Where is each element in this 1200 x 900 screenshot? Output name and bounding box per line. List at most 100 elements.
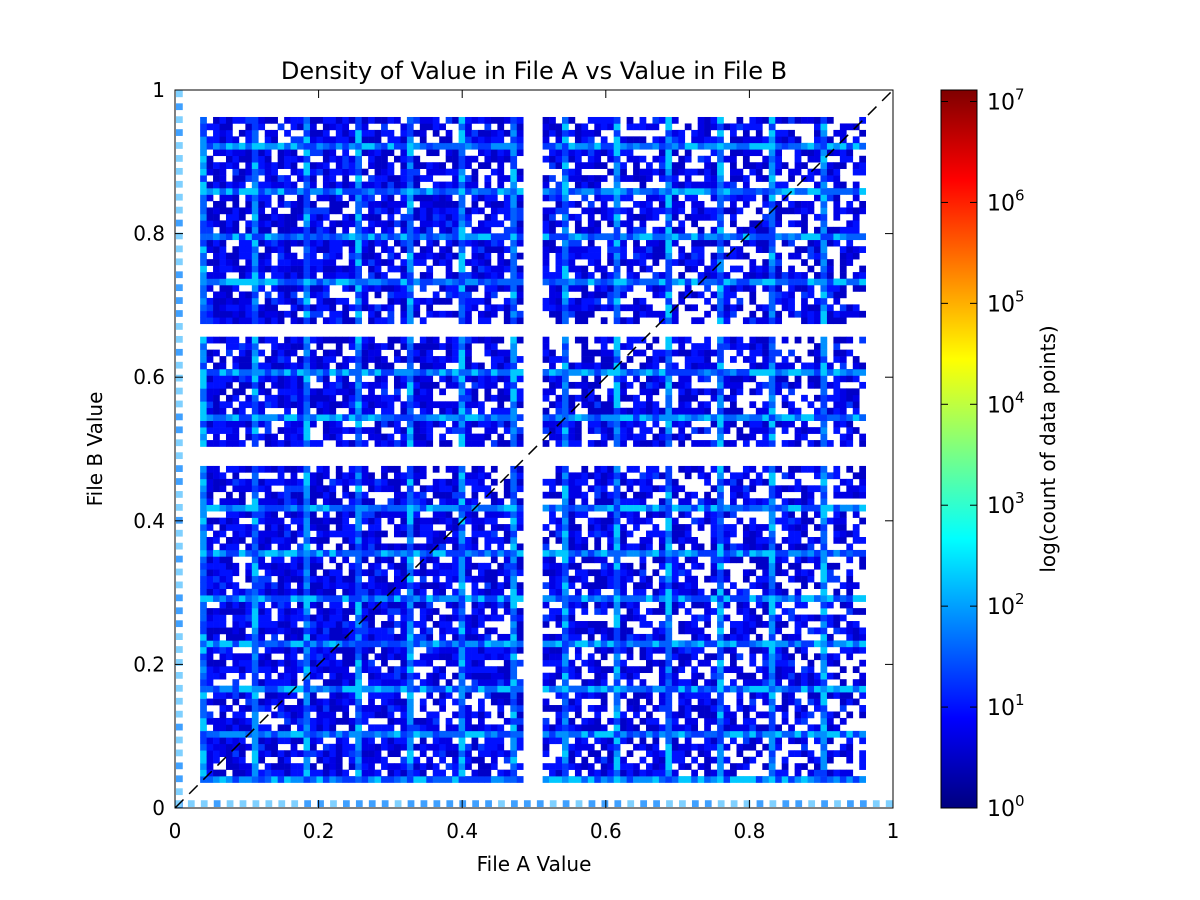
heatmap-cell [413,375,421,383]
heatmap-cell [290,394,298,402]
heatmap-cell [381,692,388,699]
heatmap-cell [613,291,621,299]
heatmap-cell [439,646,446,654]
heatmap-cell [594,420,602,428]
heatmap-cell [497,162,505,169]
heatmap-cell [510,317,518,325]
heatmap-cell [490,116,498,124]
heatmap-cell [251,246,259,253]
heatmap-cell [600,136,608,144]
heatmap-cell [607,349,614,357]
heatmap-cell [251,485,259,493]
heatmap-cell [568,200,576,208]
heatmap-cell [355,207,362,215]
heatmap-cell [303,278,311,286]
heatmap-cell [309,666,317,674]
heatmap-cell [445,252,453,260]
heatmap-cell [361,285,369,292]
heatmap-cell [238,239,246,247]
heatmap-cell [348,763,356,770]
heatmap-cell [322,252,330,260]
heatmap-cell [445,343,453,350]
heatmap-cell [542,504,550,512]
heatmap-cell [562,582,569,590]
heatmap-cell [232,653,240,661]
heatmap-cell [426,433,434,441]
heatmap-cell [219,317,227,325]
heatmap-cell [245,304,253,312]
heatmap-cell [348,162,356,169]
heatmap-cell [620,433,627,441]
heatmap-cell [620,756,627,764]
heatmap-cell [200,640,207,648]
heatmap-cell [251,621,259,628]
heatmap-cell [478,252,485,260]
heatmap-cell [355,414,362,421]
heatmap-cell [251,595,259,602]
heatmap-cell [393,485,401,493]
heatmap-cell [258,608,266,615]
heatmap-cell [355,569,362,577]
heatmap-cell [251,414,259,421]
heatmap-cell [206,220,214,228]
heatmap-cell [413,175,421,182]
heatmap-cell [374,213,382,221]
heatmap-cell [309,317,317,325]
heatmap-cell [322,575,330,583]
heatmap-cell [213,530,220,538]
heatmap-cell [562,698,569,706]
heatmap-cell [387,336,395,344]
heatmap-cell [568,175,576,182]
heatmap-cell [290,672,298,680]
heatmap-cell [368,129,375,137]
heatmap-cell [355,498,362,505]
heatmap-cell [400,498,408,505]
heatmap-cell [335,420,343,428]
heatmap-cell [432,666,440,674]
heatmap-cell [297,659,304,667]
heatmap-cell [620,692,627,699]
heatmap-cell [490,200,498,208]
heatmap-cell [284,394,291,402]
heatmap-cell [368,679,375,686]
heatmap-cell [200,692,207,699]
heatmap-cell [510,530,518,538]
heatmap-cell [251,155,259,163]
heatmap-cell [613,549,621,557]
heatmap-cell [406,297,414,305]
heatmap-cell [419,362,427,370]
heatmap-cell [484,304,492,312]
heatmap-cell [219,627,227,635]
heatmap-cell [303,420,311,428]
heatmap-cell [303,317,311,325]
heatmap-cell [413,414,421,421]
heatmap-cell [490,588,498,596]
heatmap-cell [413,491,421,499]
heatmap-cell [335,239,343,247]
heatmap-cell [251,498,259,505]
heatmap-cell [613,633,621,641]
heatmap-cell [581,679,589,686]
heatmap-cell [620,285,627,292]
heatmap-cell [555,285,563,292]
heatmap-cell [620,478,627,486]
heatmap-cell [510,472,518,480]
heatmap-cell [497,272,505,279]
heatmap-cell [348,524,356,531]
heatmap-cell [232,614,240,622]
heatmap-cell [316,465,324,473]
heatmap-cell [258,407,266,415]
heatmap-cell [387,776,395,783]
heatmap-cell [206,194,214,202]
heatmap-cell [419,627,427,635]
heatmap-cell [426,188,434,195]
heatmap-cell [568,705,576,712]
heatmap-cell [393,394,401,402]
heatmap-cell [581,472,589,480]
heatmap-cell [297,297,304,305]
heatmap-cell [393,653,401,661]
heatmap-cell [361,549,369,557]
heatmap-cell [387,394,395,402]
heatmap-cell [284,188,291,195]
heatmap-cell [600,401,608,409]
